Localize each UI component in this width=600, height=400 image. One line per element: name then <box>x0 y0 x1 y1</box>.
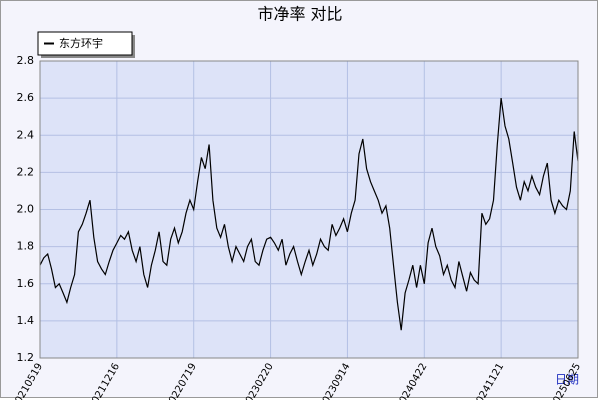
y-tick-label: 1.8 <box>17 240 35 253</box>
y-tick-label: 1.2 <box>17 351 35 364</box>
line <box>39 98 579 331</box>
chart-title: 市净率 对比 <box>257 5 342 24</box>
y-tick-label: 1.6 <box>17 277 35 290</box>
y-tick-label: 2.2 <box>17 165 35 178</box>
legend-label: 东方环宇 <box>59 36 103 50</box>
y-tick-label: 2.4 <box>17 128 35 141</box>
x-axis-label: 日期 <box>555 373 579 387</box>
y-tick-label: 2.6 <box>17 91 35 104</box>
legend <box>37 31 133 56</box>
y-tick-label: 2.0 <box>17 203 35 216</box>
y-tick-label: 1.4 <box>17 314 35 327</box>
plot-area <box>39 60 579 359</box>
y-tick-label: 2.8 <box>17 54 35 67</box>
